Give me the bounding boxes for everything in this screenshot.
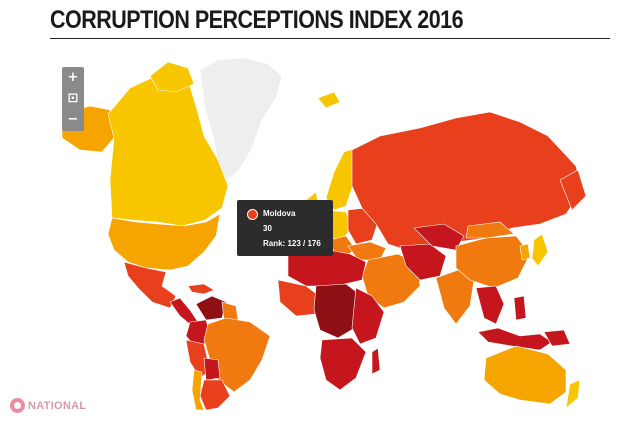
region-southern-europe[interactable]	[329, 235, 357, 257]
region-guianas[interactable]	[221, 301, 239, 321]
region-southeast-asia[interactable]	[475, 285, 505, 325]
region-peru[interactable]	[185, 339, 211, 379]
region-japan[interactable]	[531, 233, 549, 267]
region-greenland[interactable]	[199, 57, 283, 181]
national-logo: NATIONAL	[10, 398, 86, 413]
zoom-controls: + ⊡ −	[62, 67, 84, 131]
region-brazil[interactable]	[203, 317, 271, 393]
page-title: CORRUPTION PERCEPTIONS INDEX 2016	[50, 6, 464, 34]
region-russia[interactable]	[351, 111, 583, 251]
region-east-africa[interactable]	[351, 287, 385, 345]
region-australia[interactable]	[483, 345, 567, 405]
region-central-asia[interactable]	[413, 223, 465, 251]
tooltip-rank: Rank: 123 / 176	[263, 239, 321, 248]
region-chile[interactable]	[191, 369, 205, 410]
region-caribbean[interactable]	[187, 283, 215, 295]
region-southern-africa[interactable]	[319, 337, 367, 391]
tooltip-country-name: Moldova	[263, 209, 296, 218]
region-png[interactable]	[543, 329, 571, 347]
region-kamchatka[interactable]	[559, 169, 587, 211]
region-usa[interactable]	[107, 213, 221, 271]
world-map[interactable]	[0, 40, 619, 410]
logo-mark-icon	[10, 398, 25, 413]
tooltip-score: 30	[263, 224, 272, 233]
region-venezuela[interactable]	[195, 295, 227, 321]
region-bolivia[interactable]	[203, 357, 221, 381]
country-tooltip: Moldova 30 Rank: 123 / 176	[237, 200, 333, 256]
zoom-reset-button[interactable]: ⊡	[67, 91, 79, 106]
region-philippines[interactable]	[513, 295, 527, 321]
region-iceland[interactable]	[317, 91, 341, 109]
region-arctic-islands[interactable]	[149, 61, 195, 93]
region-korea[interactable]	[519, 243, 531, 261]
logo-text: NATIONAL	[28, 399, 87, 412]
zoom-in-button[interactable]: +	[67, 70, 79, 85]
tooltip-color-dot	[247, 209, 258, 220]
region-china[interactable]	[455, 235, 531, 289]
region-mongolia[interactable]	[465, 221, 515, 239]
zoom-out-button[interactable]: −	[67, 112, 79, 127]
region-madagascar[interactable]	[371, 347, 381, 375]
region-new-zealand[interactable]	[565, 379, 581, 409]
title-rule	[50, 38, 610, 39]
region-central-africa[interactable]	[313, 283, 363, 339]
